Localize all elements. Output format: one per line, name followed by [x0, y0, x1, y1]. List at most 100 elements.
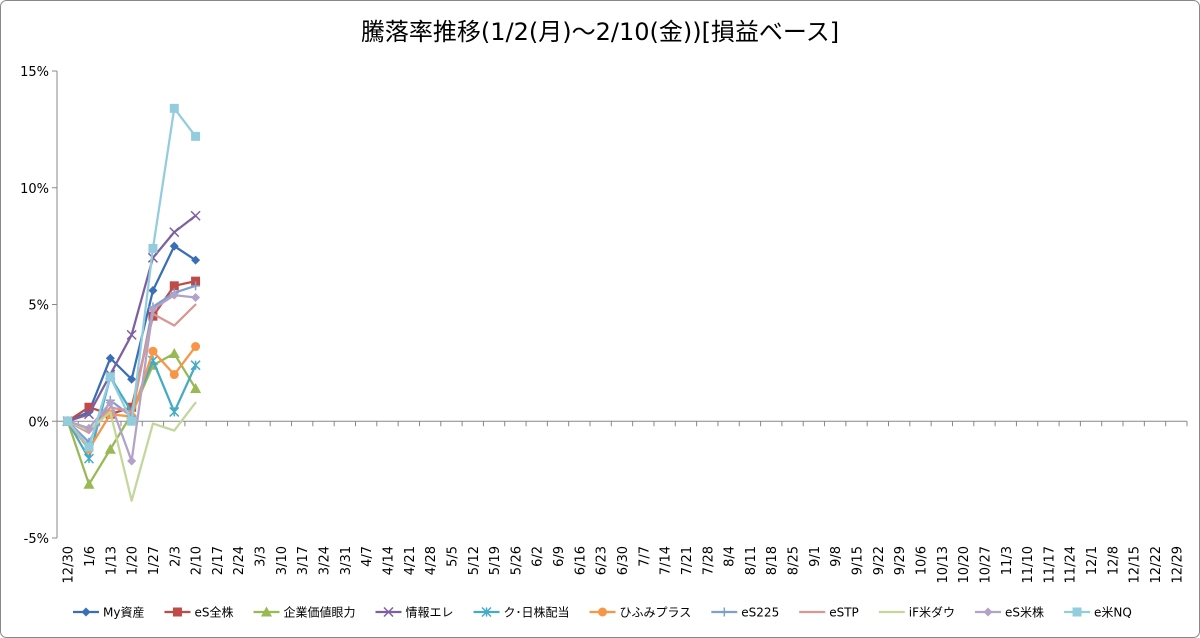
marker: [81, 607, 91, 617]
legend-label: eS225: [741, 606, 779, 620]
marker: [84, 423, 94, 433]
x-tick-label: 4/21: [403, 546, 418, 575]
chart-title: 騰落率推移(1/2(月)～2/10(金))[損益ベース]: [361, 18, 839, 46]
legend-item: ク･日株配当: [473, 605, 570, 620]
x-tick-label: 7/7: [637, 546, 652, 567]
marker: [168, 348, 180, 359]
x-tick-label: 12/29: [1170, 546, 1185, 583]
legend-item: 情報エレ: [375, 606, 454, 620]
marker: [191, 276, 201, 286]
legend-item: My資産: [73, 605, 144, 620]
marker: [83, 409, 95, 420]
x-tick-label: 3/24: [318, 546, 333, 575]
legend-label: eS米株: [1005, 605, 1044, 620]
x-tick-label: 6/9: [552, 546, 567, 567]
marker: [190, 210, 201, 221]
marker: [105, 372, 115, 382]
marker: [190, 360, 201, 371]
x-tick-label: 12/15: [1128, 546, 1143, 583]
x-tick-label: 5/5: [445, 546, 460, 567]
x-tick-label: 7/28: [701, 546, 716, 575]
x-tick-label: 9/29: [893, 546, 908, 575]
legend-label: 企業価値眼力: [283, 605, 355, 620]
y-tick-label: 10%: [20, 182, 49, 197]
x-tick-label: 3/31: [339, 546, 354, 575]
x-tick-label: 11/24: [1064, 546, 1079, 583]
marker: [148, 346, 158, 356]
y-tick-label: 5%: [28, 299, 49, 314]
legend-item: eS全株: [164, 605, 233, 620]
marker: [104, 443, 116, 454]
x-tick-label: 12/22: [1149, 546, 1164, 583]
legend-label: ク･日株配当: [504, 605, 570, 620]
marker: [169, 241, 179, 251]
marker: [598, 607, 608, 617]
x-tick-label: 5/26: [509, 546, 524, 575]
x-tick-label: 6/30: [616, 546, 631, 575]
marker: [172, 607, 182, 617]
legend-label: ひふみプラス: [620, 606, 692, 620]
x-tick-label: 6/23: [595, 546, 610, 575]
x-tick-label: 9/1: [808, 546, 823, 567]
marker: [169, 227, 180, 238]
marker: [84, 442, 94, 452]
marker: [169, 103, 179, 113]
marker: [169, 406, 180, 417]
x-tick-label: 7/21: [680, 546, 695, 575]
x-tick-label: 4/7: [360, 546, 375, 567]
legend-item: eS225: [711, 606, 779, 620]
marker: [105, 398, 115, 408]
x-tick-label: 8/25: [787, 546, 802, 575]
legend-label: eS全株: [194, 605, 233, 620]
x-tick-label: 10/27: [978, 546, 993, 583]
x-tick-label: 2/3: [168, 546, 183, 567]
x-tick-label: 12/1: [1085, 546, 1100, 575]
x-tick-label: 6/2: [531, 546, 546, 567]
marker: [719, 607, 729, 617]
marker: [169, 290, 179, 300]
marker: [105, 353, 115, 363]
x-tick-label: 2/17: [211, 546, 226, 575]
marker: [83, 478, 95, 489]
x-tick-label: 4/28: [424, 546, 439, 575]
legend-label: eSTP: [829, 606, 859, 620]
marker: [84, 402, 94, 412]
marker: [191, 342, 201, 352]
x-tick-label: 10/6: [914, 546, 929, 575]
x-tick-label: 8/11: [744, 546, 759, 575]
y-tick-label: 0%: [28, 415, 49, 430]
marker: [169, 370, 179, 380]
marker: [148, 304, 158, 314]
x-tick-label: 11/10: [1021, 546, 1036, 583]
x-tick-label: 9/22: [872, 546, 887, 575]
marker: [191, 255, 201, 265]
legend-label: iF米ダウ: [909, 605, 955, 620]
x-tick-label: 1/13: [104, 546, 119, 575]
x-tick-label: 9/8: [829, 546, 844, 567]
x-tick-label: 12/8: [1106, 546, 1121, 575]
marker: [127, 456, 137, 466]
marker: [127, 416, 137, 426]
marker: [1072, 607, 1082, 617]
marker: [191, 281, 201, 291]
legend-item: eSTP: [799, 606, 859, 620]
x-tick-label: 11/17: [1042, 546, 1057, 583]
marker: [481, 606, 492, 618]
x-tick-label: 3/3: [254, 546, 269, 567]
marker: [260, 606, 272, 617]
y-tick-label: -5%: [24, 532, 49, 547]
x-tick-label: 1/27: [147, 546, 162, 575]
marker: [169, 281, 179, 291]
marker: [148, 243, 158, 253]
marker: [383, 606, 394, 618]
point: [194, 401, 197, 404]
marker: [63, 416, 73, 426]
legend-item: e米NQ: [1064, 606, 1132, 620]
marker: [983, 607, 993, 617]
x-tick-label: 6/16: [573, 546, 588, 575]
x-tick-label: 10/20: [957, 546, 972, 583]
marker: [190, 383, 202, 394]
point: [130, 499, 133, 502]
point: [173, 429, 176, 432]
